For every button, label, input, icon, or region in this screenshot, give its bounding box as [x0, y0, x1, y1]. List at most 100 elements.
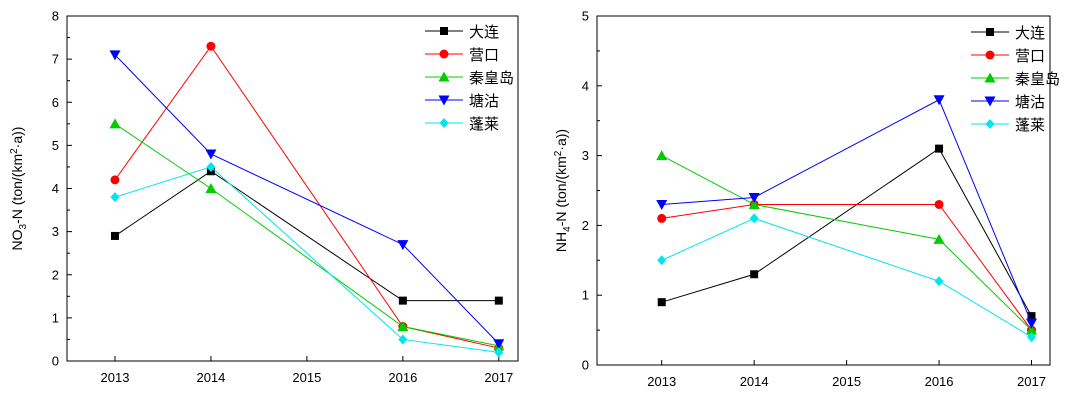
series-line-2 — [114, 45, 499, 349]
data-point — [750, 270, 759, 279]
y-tick-label: 7 — [52, 52, 59, 67]
series-line-1 — [114, 170, 499, 302]
data-point — [933, 95, 945, 106]
plot-frame — [596, 15, 1051, 366]
data-point — [398, 296, 407, 305]
series-line-1 — [661, 147, 1032, 317]
data-point — [748, 192, 760, 203]
y-tick-label: 5 — [52, 138, 59, 153]
data-point — [934, 199, 944, 209]
series-line-2 — [661, 203, 1032, 331]
data-point — [110, 175, 120, 185]
data-point — [110, 192, 120, 203]
x-tick-label: 2017 — [1017, 374, 1046, 389]
legend-label: 塘沽 — [1015, 94, 1045, 111]
data-point — [205, 149, 217, 160]
y-axis-label-part: -N (ton/(km — [9, 154, 25, 224]
legend-marker — [439, 49, 449, 59]
y-tick-label: 3 — [582, 148, 589, 163]
y-axis-label-part: 4 — [562, 226, 573, 232]
legend-marker — [438, 95, 450, 106]
y-axis-label-part: NH — [553, 232, 569, 252]
series-line-3 — [114, 123, 499, 347]
y-tick-label: 2 — [52, 267, 59, 282]
legend-label: 塘沽 — [469, 93, 499, 110]
y-axis-label-part: -N (ton/(km — [553, 156, 569, 226]
x-tick-label: 2016 — [388, 370, 417, 385]
y-axis-label-part: ·a)) — [553, 129, 569, 151]
y-tick-label: 0 — [52, 354, 59, 369]
legend-label: 营口 — [1015, 48, 1045, 65]
data-point — [493, 339, 505, 350]
y-tick-label: 0 — [582, 358, 589, 373]
data-point — [494, 347, 504, 358]
plot-frame — [66, 15, 519, 362]
data-point — [1027, 312, 1036, 321]
y-tick-label: 3 — [52, 224, 59, 239]
legend-marker — [440, 27, 448, 35]
x-tick-label: 2014 — [196, 370, 225, 385]
data-point — [397, 240, 409, 251]
legend-marker — [985, 119, 995, 129]
data-point — [656, 199, 668, 210]
data-point — [748, 198, 760, 209]
legend-label: 大连 — [469, 24, 499, 41]
y-axis-label-part: 3 — [18, 223, 29, 229]
series-line-5 — [661, 217, 1032, 338]
series-line-4 — [661, 99, 1032, 324]
y-tick-label: 4 — [582, 78, 589, 93]
legend-label: 秦皇岛 — [1015, 71, 1060, 88]
x-tick-label: 2015 — [832, 374, 861, 389]
series-line-3 — [661, 155, 1032, 331]
data-point — [397, 321, 409, 331]
data-point — [494, 296, 503, 305]
legend-label: 营口 — [469, 47, 499, 64]
data-point — [110, 231, 119, 240]
series-line-5 — [114, 166, 499, 353]
y-axis-label-part: NO — [9, 229, 25, 250]
data-point — [206, 41, 216, 51]
series-line-4 — [114, 54, 500, 345]
y-tick-label: 1 — [52, 310, 59, 325]
legend-marker — [438, 71, 450, 82]
x-tick-label: 2015 — [292, 370, 321, 385]
data-point — [206, 161, 216, 172]
data-point — [205, 183, 217, 193]
x-tick-label: 2013 — [647, 374, 676, 389]
data-point — [1027, 332, 1037, 343]
legend-marker — [439, 118, 449, 128]
y-tick-label: 4 — [52, 181, 59, 196]
y-tick-label: 8 — [52, 9, 59, 24]
legend-label: 秦皇岛 — [469, 70, 514, 87]
y-axis-label: NH4-N (ton/(km2·a)) — [553, 129, 573, 252]
x-tick-label: 2013 — [101, 370, 130, 385]
x-tick-label: 2014 — [740, 374, 769, 389]
data-point — [657, 255, 667, 266]
y-tick-label: 5 — [582, 9, 589, 24]
x-tick-label: 2017 — [484, 370, 513, 385]
legend-marker — [985, 50, 995, 60]
y-axis-label: NO3-N (ton/(km2·a)) — [9, 127, 29, 251]
data-point — [933, 233, 945, 244]
legend-marker — [984, 72, 996, 83]
data-point — [656, 150, 668, 161]
legend-label: 蓬莱 — [469, 116, 499, 133]
y-tick-label: 6 — [52, 95, 59, 110]
data-point — [935, 144, 944, 153]
x-tick-label: 2016 — [925, 374, 954, 389]
legend-label: 蓬莱 — [1015, 117, 1045, 134]
y-axis-label-part: 2 — [553, 150, 564, 156]
y-axis-label-part: ·a)) — [9, 127, 25, 149]
data-point — [657, 298, 666, 307]
data-point — [398, 334, 408, 345]
data-point — [657, 213, 667, 223]
data-point — [109, 50, 121, 61]
legend-label: 大连 — [1015, 25, 1045, 42]
y-tick-label: 1 — [582, 288, 589, 303]
data-point — [1026, 324, 1038, 335]
legend-marker — [984, 96, 996, 107]
